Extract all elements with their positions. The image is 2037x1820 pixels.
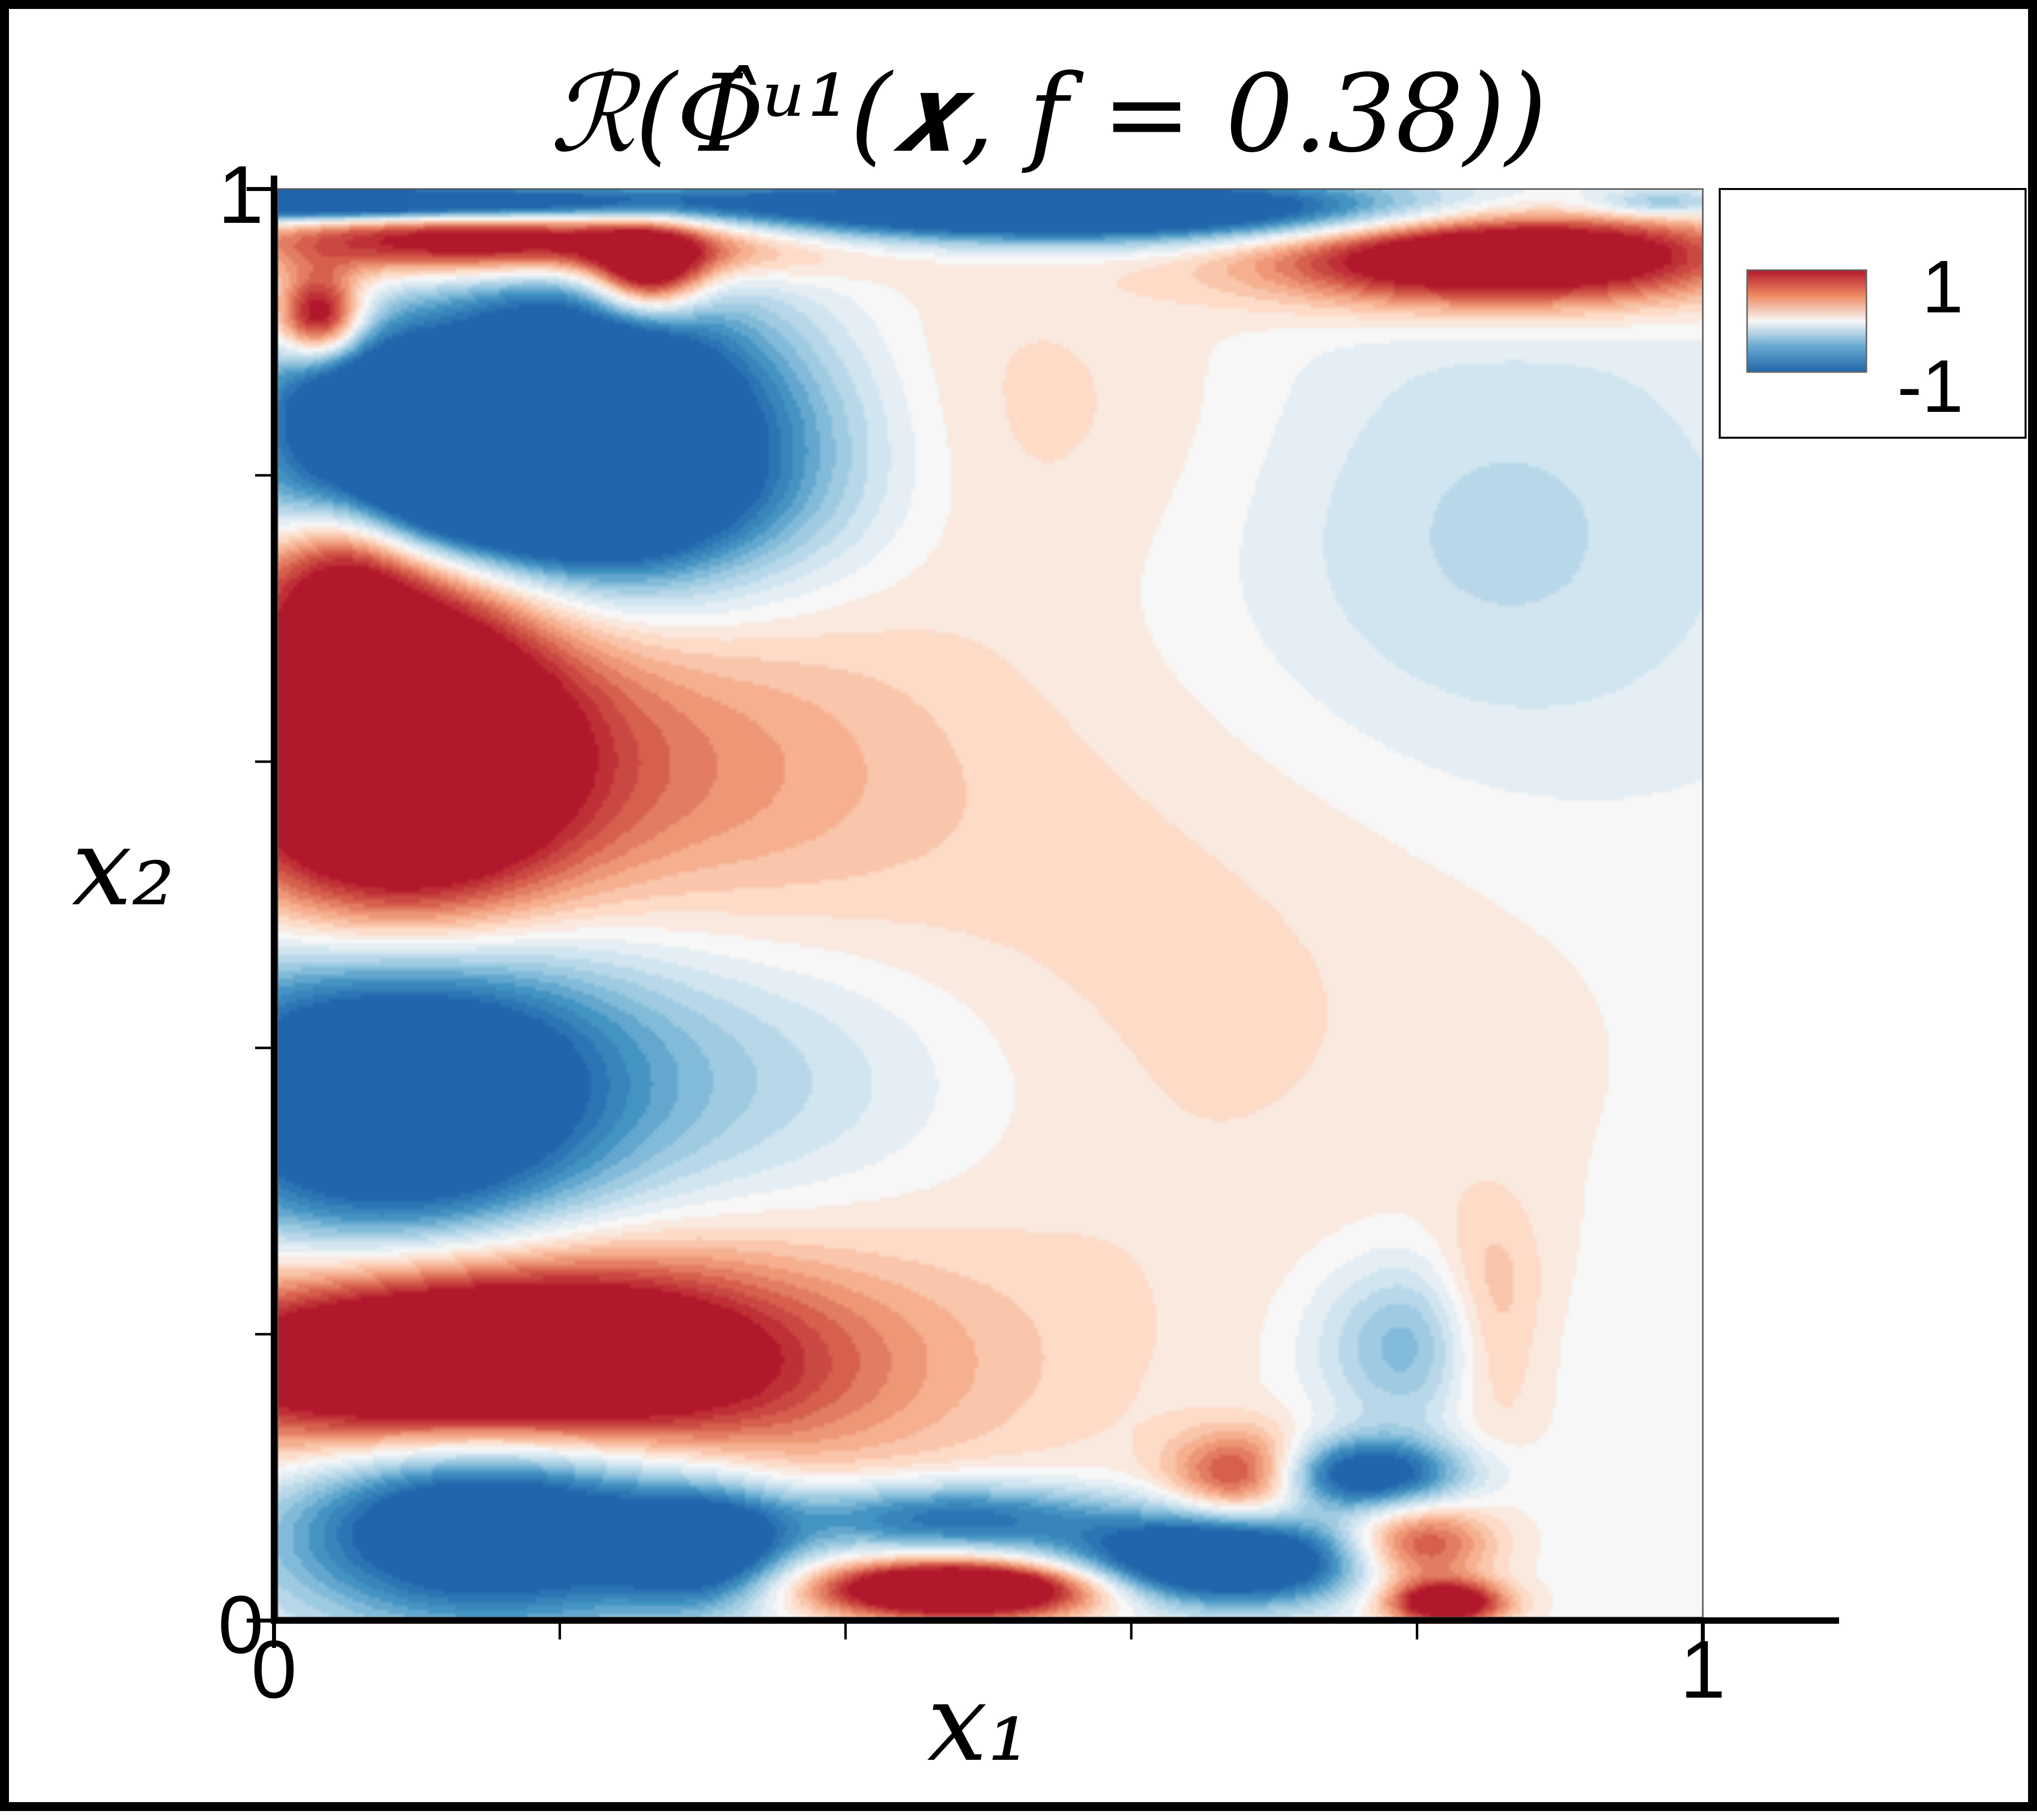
y-tick-label-1: 1	[218, 149, 264, 240]
colorbar-min-label: -1	[1897, 344, 1963, 428]
colorbar-legend: 1 -1	[1719, 188, 2027, 439]
heatmap-field	[278, 189, 1703, 1618]
x-ticks	[272, 1621, 1705, 1648]
y-ticks	[247, 187, 274, 1623]
x-tick-label-1: 1	[1680, 1624, 1726, 1715]
y-tick-label-0: 0	[218, 1579, 264, 1670]
x-tick-label-0: 0	[251, 1624, 297, 1715]
chart-title: ℛ(Φ̂ᵘ¹(𝒙, f = 0.38))	[550, 51, 1547, 176]
x-axis-label: x₁	[927, 1660, 1030, 1785]
contour-chart: ℛ(Φ̂ᵘ¹(𝒙, f = 0.38)) 0 1 0 1 x₁ x₂ 1 -1	[72, 51, 2027, 1785]
y-axis-label: x₂	[72, 805, 175, 930]
colorbar-gradient	[1746, 269, 1867, 373]
colorbar-max-label: 1	[1922, 245, 1963, 328]
